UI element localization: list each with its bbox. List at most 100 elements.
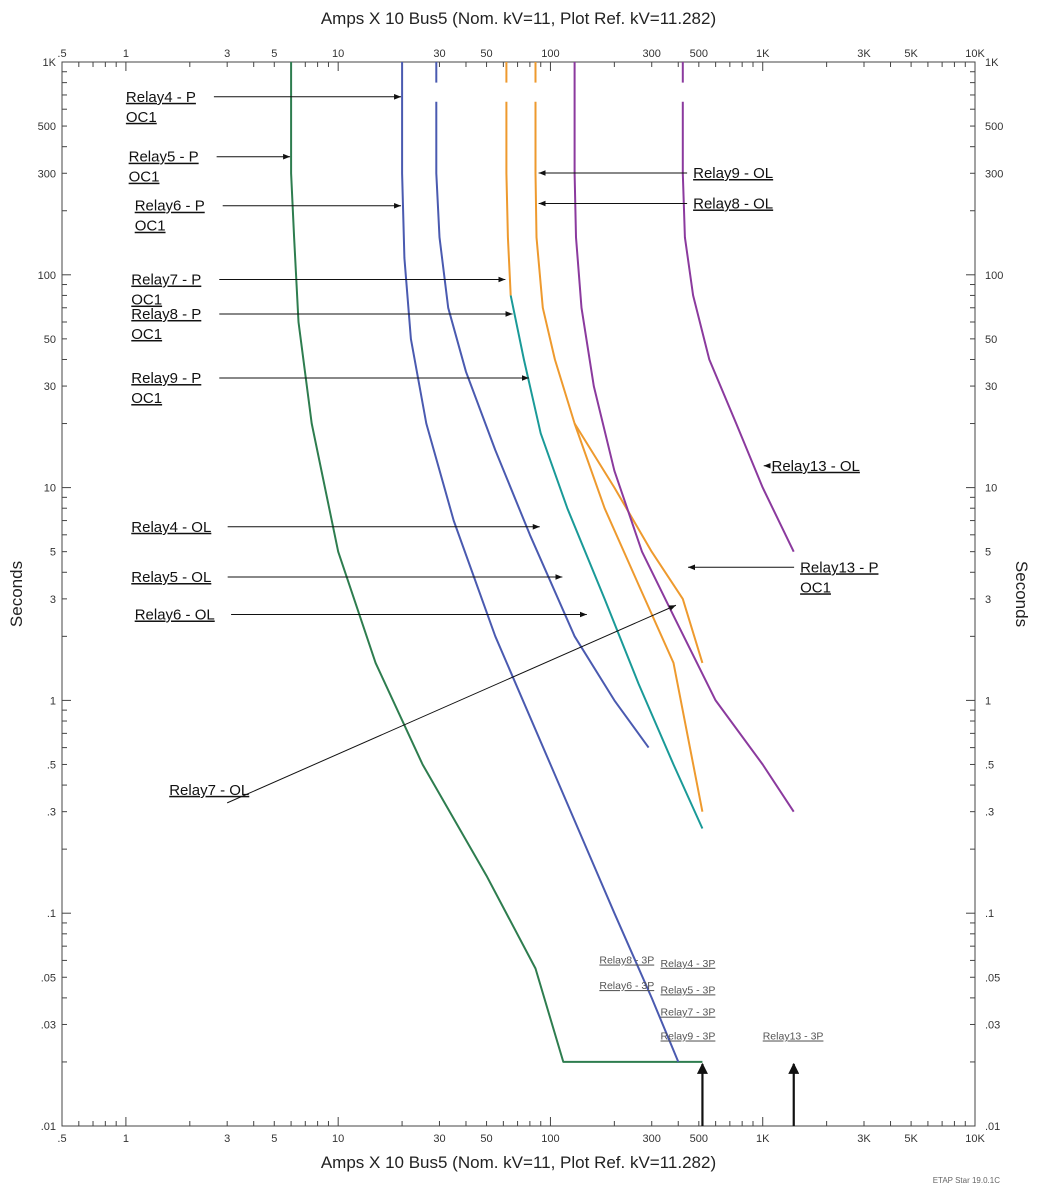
y-tick-label-right: 50 [985,334,997,346]
x-tick-label-bottom: 3K [857,1133,871,1145]
x-tick-label-top: 1K [756,48,770,60]
instantaneous-label: Relay5 - 3P [661,984,716,996]
x-tick-label-top: 30 [433,48,445,60]
relay-curve-orange-9 [573,422,704,664]
x-tick-label-bottom: .5 [57,1133,66,1145]
y-tick-label-left: .05 [41,972,56,984]
y-tick-label-left: 100 [38,270,56,282]
y-tick-label-right: 500 [985,121,1003,133]
y-tick-label-left: 10 [44,483,56,495]
annotation-label: Relay4 - P OC1 [126,89,196,126]
annotation-label: Relay4 - OL [131,519,211,536]
x-tick-label-bottom: 500 [690,1133,708,1145]
y-tick-label-right: .5 [985,759,994,771]
y-tick-label-left: 1 [50,695,56,707]
x-tick-label-top: 1 [123,48,129,60]
plot-frame [61,61,976,1127]
y-axis-label-right: Seconds [1012,561,1031,627]
x-tick-label-top: 5 [271,48,277,60]
relay-curve-blue-3 [435,101,650,749]
y-tick-label-left: 50 [44,334,56,346]
annotation-label: Relay13 - P OC1 [800,559,878,596]
instantaneous-label: Relay13 - 3P [763,1030,824,1042]
y-tick-label-right: 1K [985,57,999,69]
relay-curve-purple-12 [681,101,795,553]
y-tick-label-right: 5 [985,547,991,559]
annotation-label: Relay9 - OL [693,165,773,182]
x-tick-label-bottom: 3 [224,1133,230,1145]
y-tick-label-left: .5 [47,759,56,771]
annotation-label: Relay9 - P OC1 [131,370,201,407]
y-tick-label-left: 300 [38,168,56,180]
y-tick-label-left: 3 [50,594,56,606]
x-tick-label-bottom: 10K [965,1133,985,1145]
y-tick-label-right: .03 [985,1019,1000,1031]
x-tick-label-bottom: 1 [123,1133,129,1145]
y-tick-label-left: 5 [50,547,56,559]
relay-curve-orange-6 [505,101,512,296]
y-tick-label-right: 300 [985,168,1003,180]
x-tick-label-bottom: 30 [433,1133,445,1145]
instantaneous-label: Relay7 - 3P [661,1007,716,1019]
y-tick-label-left: 1K [43,57,57,69]
annotation-label: Relay7 - P OC1 [131,272,201,309]
y-tick-label-right: 30 [985,381,997,393]
x-tick-label-top: 50 [480,48,492,60]
instantaneous-label: Relay6 - 3P [599,980,654,992]
y-tick-label-left: .3 [47,807,56,819]
x-tick-label-top: 3 [224,48,230,60]
x-tick-label-top: 300 [643,48,661,60]
annotation-leader-relay7-ol [226,604,677,804]
software-footer: ETAP Star 19.0.1C [933,1176,1001,1185]
annotation-label: Relay6 - P OC1 [135,198,205,235]
annotation-label: Relay6 - OL [135,606,215,623]
annotation-label: Relay13 - OL [772,458,860,475]
y-tick-label-right: .1 [985,908,994,920]
relay-annotations: Relay4 - P OC1 Relay5 - P OC1 Relay6 - P OC1 R… [126,89,879,1043]
y-tick-label-left: .03 [41,1019,56,1031]
annotation-label: Relay8 - P OC1 [131,306,201,343]
relay-curve-blue-1 [401,62,680,1063]
x-tick-label-bottom: 5K [904,1133,918,1145]
y-tick-label-right: .05 [985,972,1000,984]
x-tick-label-top: 10 [332,48,344,60]
x-tick-label-bottom: 100 [541,1133,559,1145]
instantaneous-label: Relay9 - 3P [661,1030,716,1042]
y-tick-label-right: 1 [985,695,991,707]
relay-curve-purple-10 [573,62,795,813]
instantaneous-label: Relay8 - 3P [599,955,654,967]
x-tick-label-top: 10K [965,48,985,60]
x-tick-label-top: 3K [857,48,871,60]
x-tick-label-top: 5K [904,48,918,60]
y-tick-label-left: 30 [44,381,56,393]
annotation-label: Relay8 - OL [693,195,773,212]
y-tick-label-right: 3 [985,594,991,606]
y-tick-label-right: .01 [985,1121,1000,1133]
x-tick-label-top: 100 [541,48,559,60]
x-tick-label-bottom: 5 [271,1133,277,1145]
x-axis-label: Amps X 10 Bus5 (Nom. kV=11, Plot Ref. kV… [321,1153,716,1172]
y-axis-label-left: Seconds [7,561,26,627]
y-tick-label-right: 100 [985,270,1003,282]
y-tick-label-right: .3 [985,807,994,819]
chart-title: Amps X 10 Bus5 (Nom. kV=11, Plot Ref. kV… [321,9,716,28]
annotation-label: Relay5 - OL [131,569,211,586]
x-tick-label-bottom: 300 [643,1133,661,1145]
x-tick-label-top: 500 [690,48,708,60]
instantaneous-label: Relay4 - 3P [661,958,716,970]
x-tick-label-top: .5 [57,48,66,60]
x-tick-label-bottom: 50 [480,1133,492,1145]
relay-curve-green-0 [290,62,703,1063]
x-tick-label-bottom: 10 [332,1133,344,1145]
y-tick-label-left: .01 [41,1121,56,1133]
y-tick-label-left: .1 [47,908,56,920]
relay-curves [290,62,800,1126]
y-tick-label-right: 10 [985,483,997,495]
axis-ticks: .5 .5 1 1 3 3 5 5 10 10 30 30 50 50 100 100 300 300 500 500… [38,48,1004,1145]
y-tick-label-left: 500 [38,121,56,133]
annotation-label: Relay5 - P OC1 [129,149,199,186]
annotation-label-relay7-ol: Relay7 - OL [169,782,249,799]
x-tick-label-bottom: 1K [756,1133,770,1145]
relay-curve-teal-4 [509,295,704,829]
